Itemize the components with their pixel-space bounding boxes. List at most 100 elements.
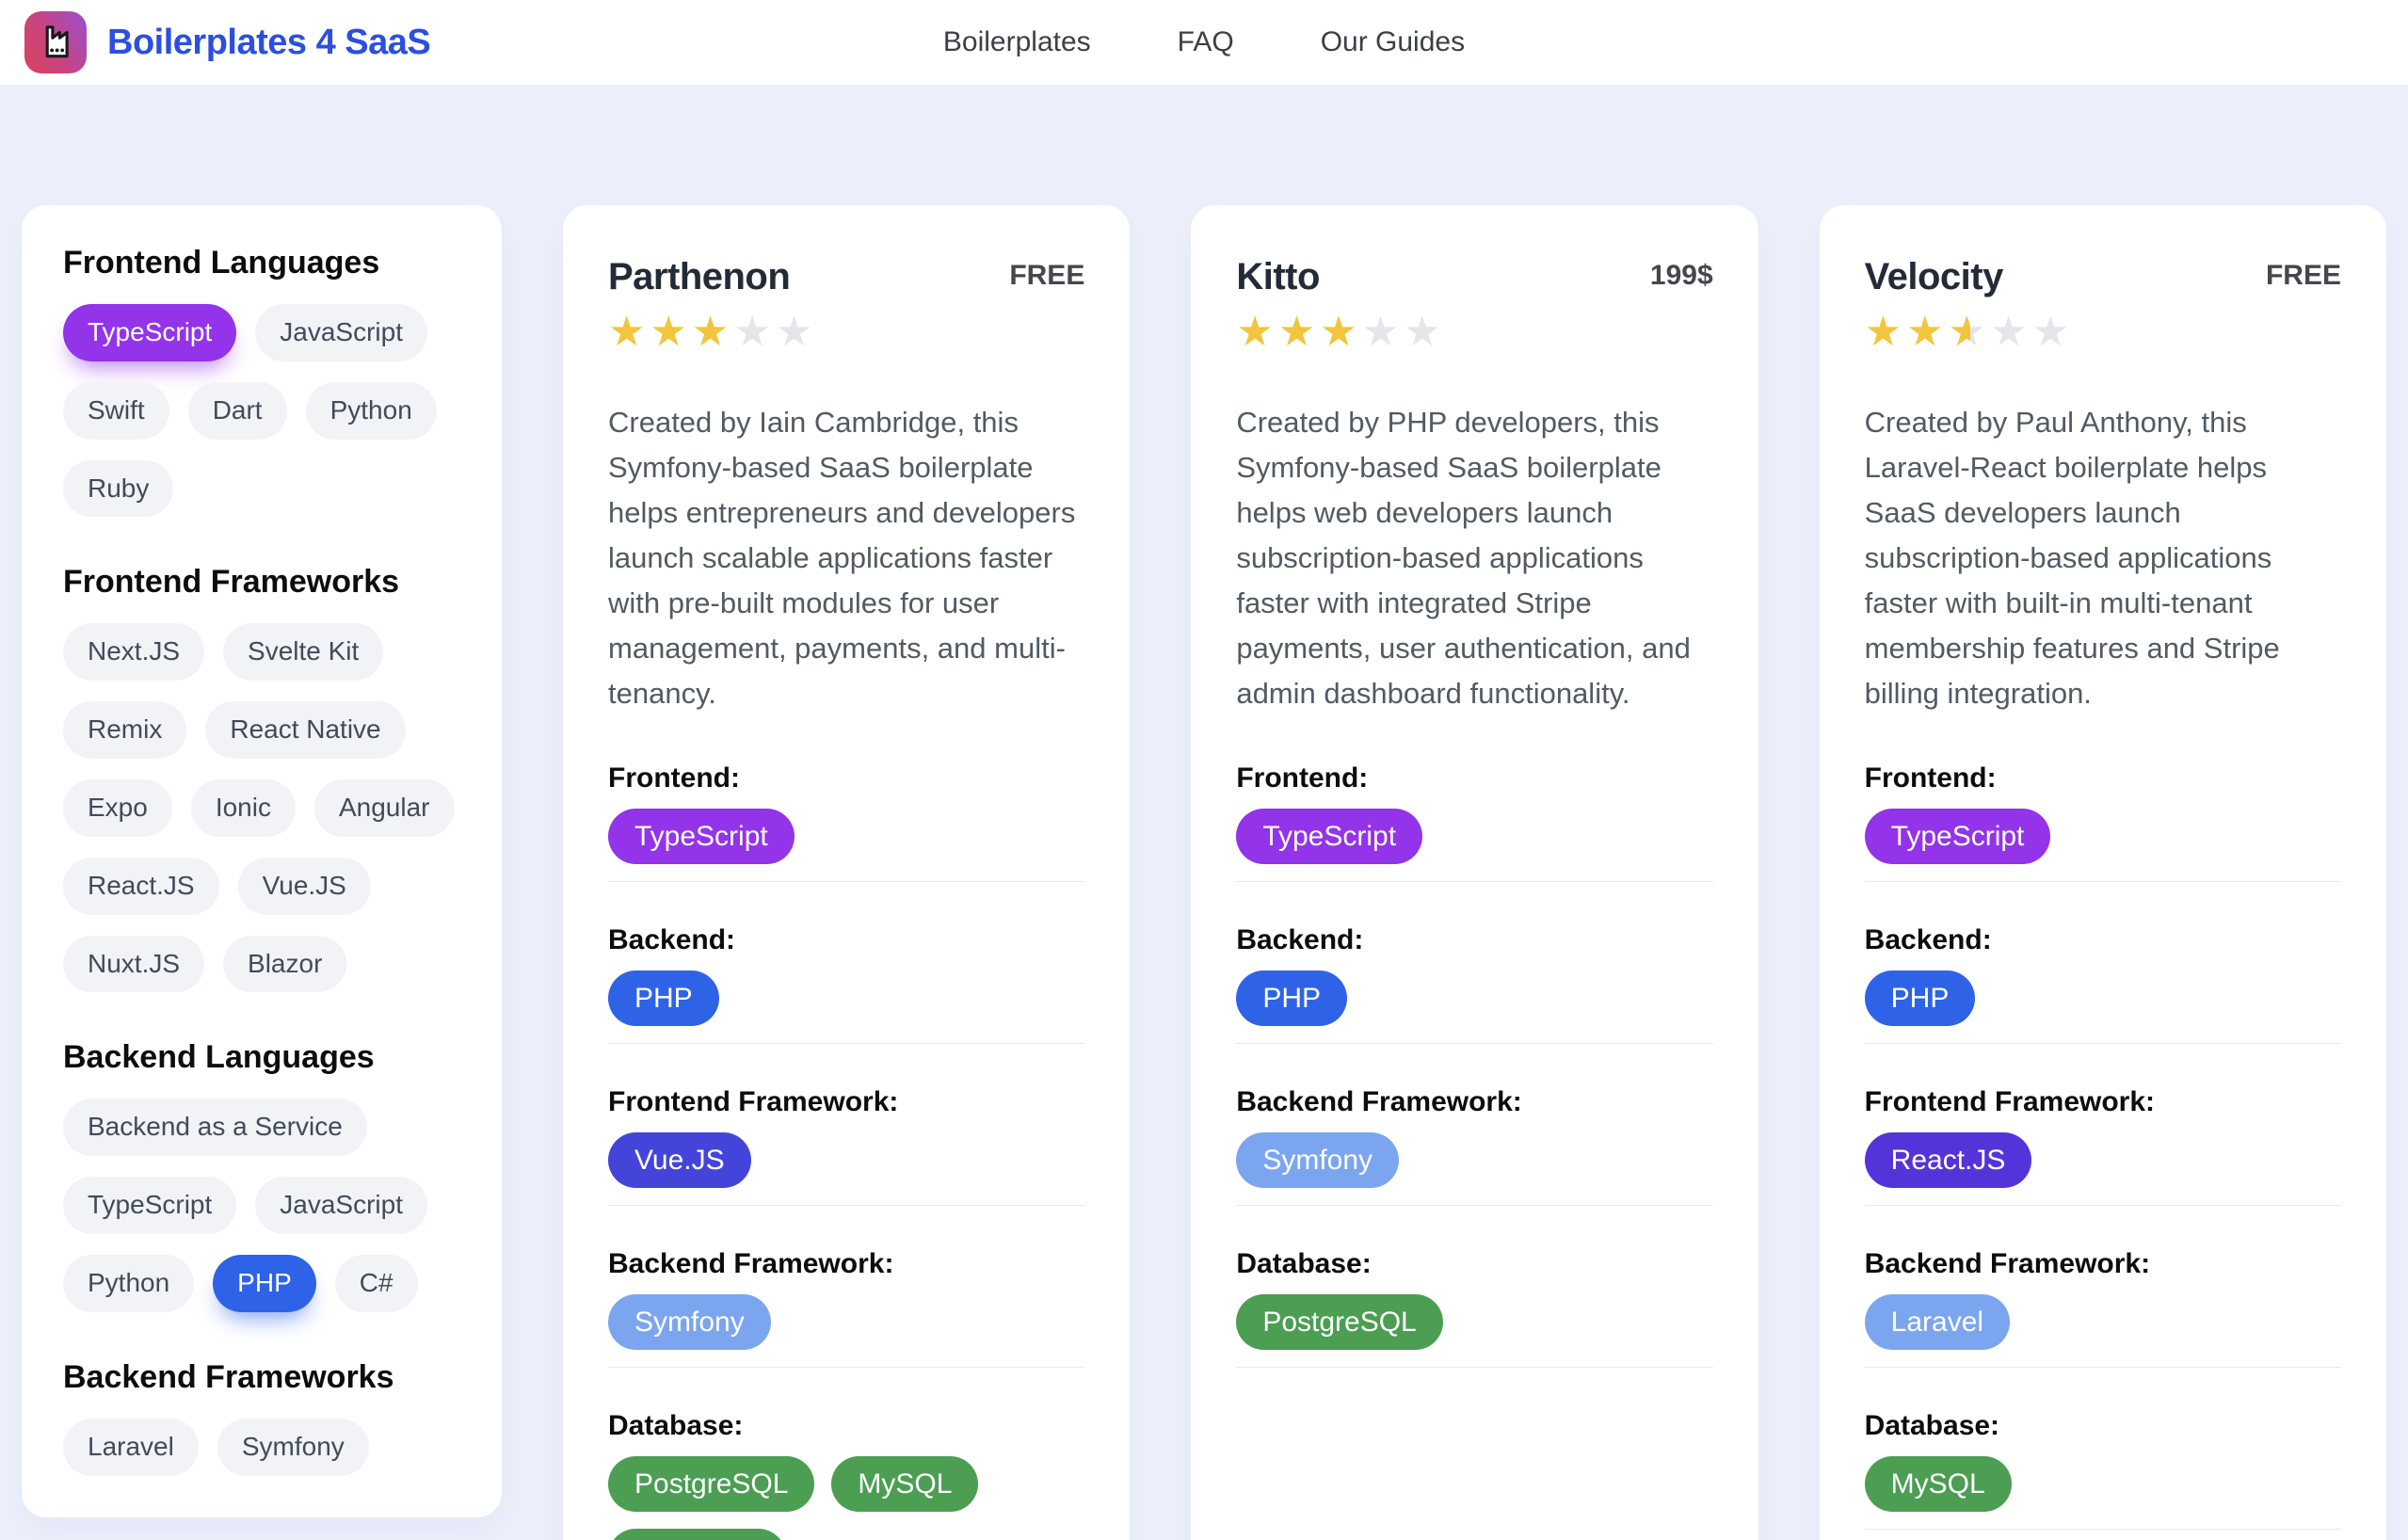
card-section-pills: TypeScript — [608, 809, 1084, 864]
card-section-label: Frontend: — [1864, 762, 1997, 794]
app-header: Boilerplates 4 SaaS Boilerplates FAQ Our G… — [0, 0, 2408, 85]
tech-pill: TypeScript — [1236, 809, 1423, 864]
card-sections: Frontend: TypeScript Backend: PHP Backen… — [1236, 762, 1713, 1368]
tech-pill: TypeScript — [608, 809, 795, 864]
section-divider — [1236, 1205, 1713, 1206]
filter-tags: Backend as a Service TypeScript JavaScript… — [63, 1099, 460, 1312]
card-title: Kitto — [1236, 256, 1320, 297]
filter-tags: Laravel Symfony — [63, 1418, 460, 1476]
filter-tag[interactable]: Ruby — [63, 459, 174, 518]
filter-tag[interactable]: Swift — [63, 381, 169, 440]
nav-item[interactable]: FAQ — [1177, 26, 1234, 57]
nav-item[interactable]: Our Guides — [1320, 26, 1466, 57]
card-section: Database: PostgreSQL — [1236, 1247, 1713, 1368]
star-icon: ★ — [775, 309, 818, 355]
cards-row: Parthenon FREE ★★★★★ Created by Iain Cam… — [563, 205, 2386, 1540]
card-section-label: Frontend: — [608, 762, 740, 794]
card-title: Parthenon — [608, 256, 791, 297]
filter-tag[interactable]: React.JS — [63, 857, 219, 915]
filter-section-title: Backend Frameworks — [63, 1358, 394, 1395]
brand[interactable]: Boilerplates 4 SaaS — [24, 11, 431, 73]
filter-tag[interactable]: Remix — [63, 701, 187, 759]
tech-pill: React.JS — [1864, 1132, 2032, 1188]
star-icon: ★ — [1277, 309, 1321, 355]
card-section-pills: Symfony — [608, 1294, 1084, 1350]
boilerplate-card: Parthenon FREE ★★★★★ Created by Iain Cam… — [563, 205, 1131, 1540]
filter-tag[interactable]: Dart — [187, 381, 287, 440]
card-section-label: Backend Framework: — [608, 1248, 894, 1279]
card-section-label: Backend: — [1236, 924, 1364, 955]
card-price: FREE — [2265, 260, 2341, 291]
filter-section: Backend Frameworks Laravel Symfony — [63, 1359, 460, 1476]
filter-tag[interactable]: TypeScript — [63, 1177, 237, 1234]
filter-tag[interactable]: Python — [63, 1254, 195, 1312]
card-section-pills: TypeScript — [1236, 809, 1712, 864]
filter-tags: Next.JS Svelte Kit Remix React Native Expo Io… — [63, 623, 460, 993]
star-icon: ★ — [1361, 309, 1405, 355]
card-section-pills: PHP — [1236, 971, 1712, 1026]
filter-tag[interactable]: C# — [334, 1254, 418, 1312]
section-divider — [1864, 1043, 2341, 1044]
filter-tag[interactable]: TypeScript — [63, 304, 237, 361]
filter-tag[interactable]: JavaScript — [255, 304, 427, 361]
nav-item[interactable]: Boilerplates — [942, 26, 1091, 57]
filter-tag[interactable]: Ionic — [190, 778, 296, 837]
filter-tag[interactable]: JavaScript — [255, 1177, 427, 1234]
tech-pill: PHP — [1864, 971, 1976, 1026]
filter-section-title: Backend Languages — [63, 1039, 375, 1076]
section-divider — [1864, 1529, 2341, 1530]
tech-pill: Laravel — [1864, 1294, 2011, 1350]
filter-section: Backend Languages Backend as a Service Ty… — [63, 1039, 460, 1312]
star-icon: ★ — [1320, 309, 1362, 355]
card-section: Frontend Framework: React.JS — [1864, 1085, 2341, 1206]
star-icon: ★ — [608, 309, 650, 355]
tech-pill: PostgreSQL — [608, 1456, 815, 1512]
card-price: FREE — [1009, 260, 1085, 291]
filter-tag[interactable]: Blazor — [223, 935, 347, 993]
filter-section: Frontend Frameworks Next.JS Svelte Kit Rem… — [63, 564, 460, 993]
tech-pill: TypeScript — [1864, 809, 2051, 864]
filter-tag[interactable]: Expo — [63, 778, 172, 837]
filter-tag[interactable]: Nuxt.JS — [63, 935, 205, 993]
card-section-label: Frontend: — [1236, 762, 1369, 794]
filter-tag[interactable]: Backend as a Service — [63, 1099, 367, 1157]
card-description: Created by Paul Anthony, this Laravel-Re… — [1864, 406, 2280, 710]
filter-section-title: Frontend Languages — [63, 245, 380, 281]
filter-tag[interactable]: PHP — [213, 1254, 316, 1312]
filter-tag[interactable]: Symfony — [217, 1418, 369, 1476]
filter-tag[interactable]: Angular — [313, 778, 455, 837]
card-section-pills: TypeScript — [1864, 809, 2341, 864]
card-section-label: Backend Framework: — [1236, 1086, 1522, 1117]
section-divider — [608, 881, 1085, 882]
section-divider — [1236, 1043, 1713, 1044]
card-section: Backend Framework: Symfony — [608, 1247, 1085, 1368]
tech-pill: PostgreSQL — [1236, 1294, 1443, 1350]
star-icon: ★ — [1864, 309, 1907, 355]
filter-tag[interactable]: Python — [305, 381, 437, 440]
tech-pill: MySQL — [1864, 1456, 2012, 1512]
card-section: Backend Framework: Symfony — [1236, 1085, 1713, 1206]
card-section: Frontend Framework: Vue.JS — [608, 1085, 1085, 1206]
filter-section: Frontend Languages TypeScript JavaScript S… — [63, 245, 460, 518]
card-section: Backend: PHP — [1236, 923, 1713, 1044]
section-divider — [1236, 881, 1713, 882]
card-section-label: Backend: — [608, 924, 736, 955]
brand-title: Boilerplates 4 SaaS — [107, 22, 431, 62]
boilerplate-card: Velocity FREE ★★★★★★ Created by Paul Ant… — [1819, 205, 2386, 1540]
section-divider — [1864, 1367, 2341, 1368]
filter-tag[interactable]: Vue.JS — [237, 857, 371, 915]
section-divider — [1236, 1367, 1713, 1368]
star-icon: ★ — [650, 309, 692, 355]
card-section-label: Frontend Framework: — [1864, 1086, 2156, 1117]
card-section-pills: PostgreSQL MySQL MongoDB — [608, 1456, 1084, 1540]
card-description: Created by Iain Cambridge, this Symfony-… — [608, 406, 1076, 710]
star-icon: ★★ — [1948, 309, 1991, 355]
filter-tag[interactable]: Next.JS — [63, 623, 205, 682]
filter-tag[interactable]: Svelte Kit — [223, 623, 384, 682]
tech-pill: Symfony — [1236, 1132, 1400, 1188]
star-icon: ★ — [691, 309, 734, 355]
card-section-label: Frontend Framework: — [608, 1086, 899, 1117]
star-icon: ★ — [733, 309, 776, 355]
filter-tag[interactable]: React Native — [205, 701, 406, 759]
filter-tag[interactable]: Laravel — [63, 1418, 199, 1476]
